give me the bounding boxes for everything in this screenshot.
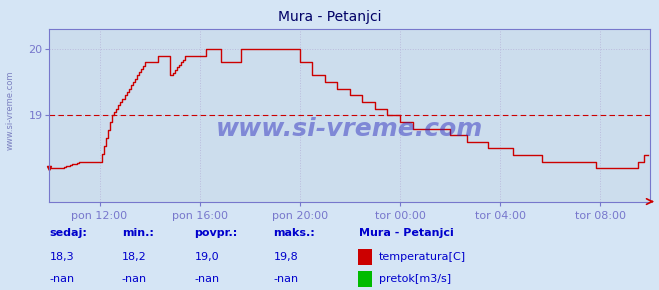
Text: 19,0: 19,0: [194, 252, 219, 262]
Text: temperatura[C]: temperatura[C]: [379, 252, 466, 262]
Text: 18,3: 18,3: [49, 252, 74, 262]
Text: -nan: -nan: [194, 274, 219, 284]
Text: Mura - Petanjci: Mura - Petanjci: [359, 229, 454, 238]
Text: maks.:: maks.:: [273, 229, 315, 238]
Text: pretok[m3/s]: pretok[m3/s]: [379, 274, 451, 284]
Text: -nan: -nan: [273, 274, 299, 284]
Text: -nan: -nan: [49, 274, 74, 284]
Text: -nan: -nan: [122, 274, 147, 284]
Text: sedaj:: sedaj:: [49, 229, 87, 238]
Text: min.:: min.:: [122, 229, 154, 238]
Text: 19,8: 19,8: [273, 252, 299, 262]
Text: Mura - Petanjci: Mura - Petanjci: [277, 10, 382, 24]
Text: www.si-vreme.com: www.si-vreme.com: [6, 70, 15, 150]
Text: povpr.:: povpr.:: [194, 229, 238, 238]
Text: www.si-vreme.com: www.si-vreme.com: [216, 117, 484, 141]
Text: 18,2: 18,2: [122, 252, 147, 262]
